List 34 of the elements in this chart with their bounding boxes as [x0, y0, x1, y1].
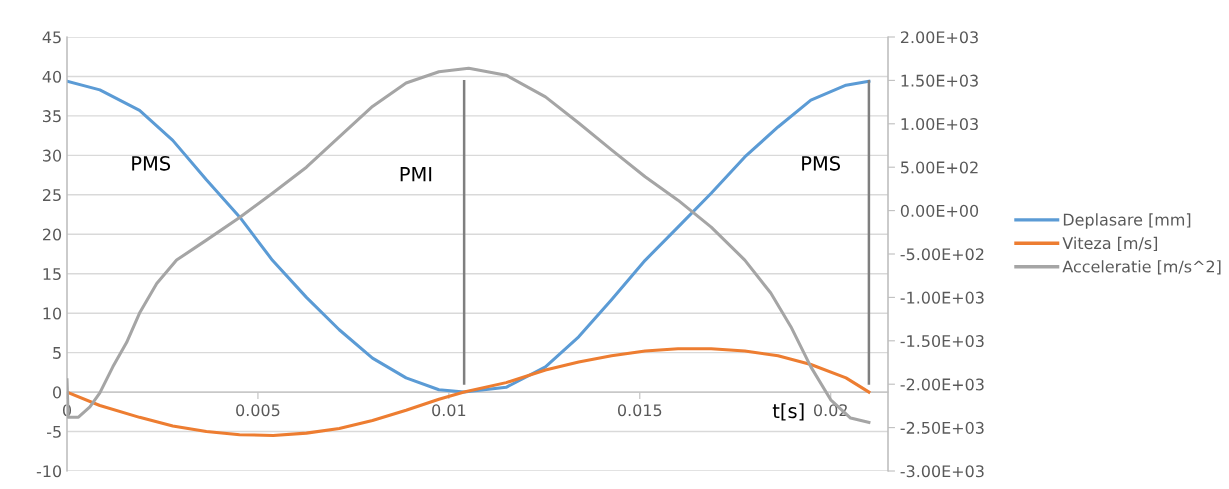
- y2-tick-label: -1.50E+03: [900, 335, 984, 348]
- legend-label: Acceleratie [m/s^2]: [1062, 260, 1221, 275]
- y2-tick-label: 2.00E+03: [900, 31, 978, 44]
- y-tick-label: -10: [36, 465, 62, 478]
- y-tick-label: 20: [42, 228, 62, 241]
- y-tick-label: 0: [53, 386, 62, 399]
- legend-label: Viteza [m/s]: [1062, 236, 1158, 252]
- y-tick-label: 45: [42, 31, 61, 44]
- y-tick-label: 35: [43, 110, 61, 123]
- y2-tick-label: -3.00E+03: [900, 465, 984, 478]
- y2-tick-label: -1.00E+03: [900, 291, 984, 304]
- y2-tick-label: 0.00E+00: [900, 204, 979, 217]
- y2-tick-label: -2.50E+03: [900, 421, 984, 434]
- x-tick-label: 0.02: [813, 404, 847, 417]
- x-tick-label: 0.015: [617, 404, 662, 417]
- legend-label: Deplasare [mm]: [1063, 213, 1191, 229]
- annotation: PMI: [400, 167, 432, 182]
- y-tick-label: 25: [42, 189, 61, 202]
- y-tick-label: 30: [43, 149, 62, 162]
- x-axis-title: t[s]: [772, 403, 804, 421]
- y2-tick-label: 1.50E+03: [901, 74, 978, 87]
- x-tick-label: 0.01: [432, 404, 466, 417]
- x-tick-label: 0.005: [236, 404, 280, 417]
- y2-tick-label: -2.00E+03: [900, 378, 984, 391]
- y2-tick-label: 5.00E+02: [901, 161, 978, 174]
- y-tick-label: 10: [43, 307, 62, 320]
- y2-tick-label: 1.00E+03: [901, 118, 978, 131]
- y-tick-label: 15: [43, 268, 61, 281]
- y-tick-label: -5: [47, 425, 61, 438]
- y-tick-label: 40: [42, 70, 62, 83]
- annotation: PMS: [802, 155, 841, 171]
- y2-tick-label: -5.00E+02: [900, 248, 984, 261]
- y-tick-label: 5: [53, 347, 61, 359]
- annotation: PMS: [132, 155, 171, 171]
